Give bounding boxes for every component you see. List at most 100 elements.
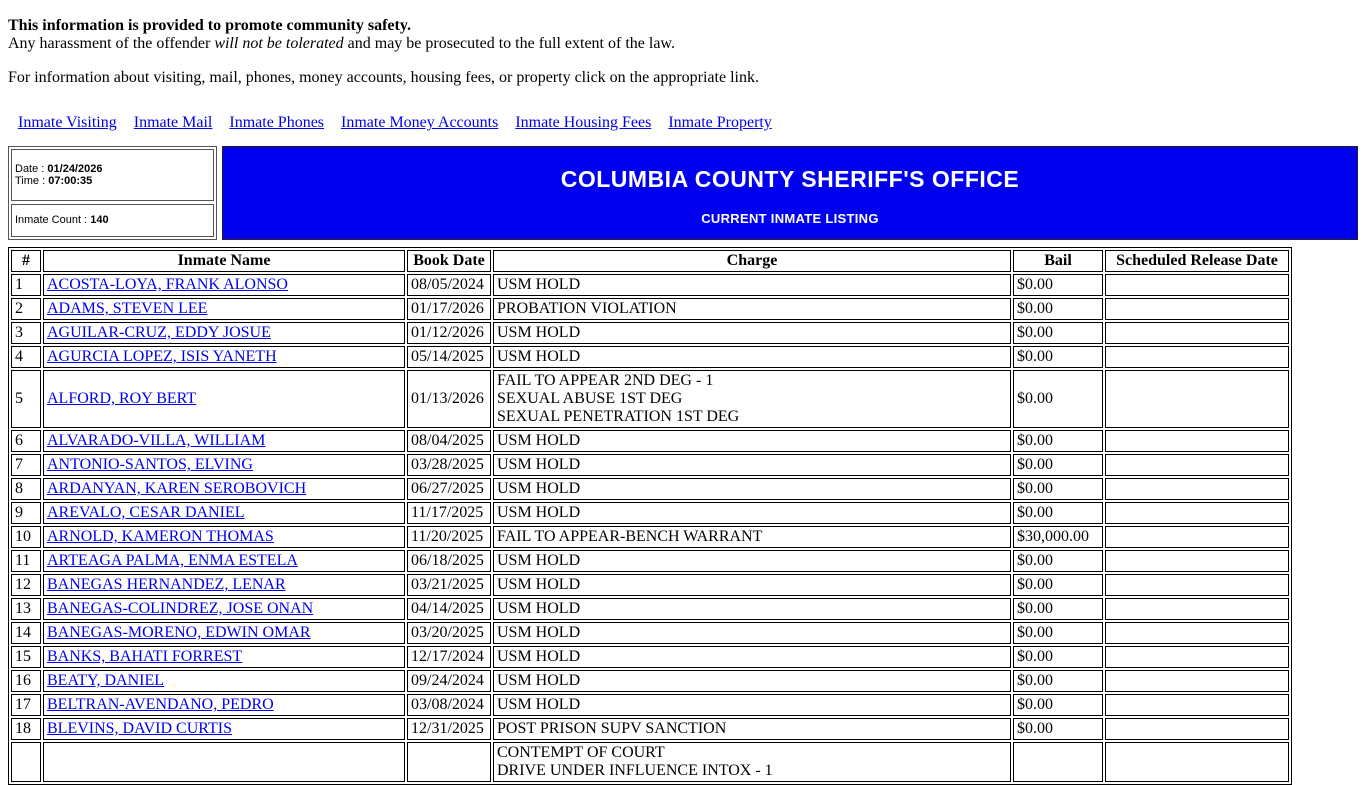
inmate-name-link[interactable]: ALVARADO-VILLA, WILLIAM bbox=[47, 432, 266, 449]
inmate-name-link[interactable]: ARDANYAN, KAREN SEROBOVICH bbox=[47, 480, 307, 497]
charge-cell: USM HOLD bbox=[493, 322, 1011, 344]
bail: $0.00 bbox=[1013, 598, 1103, 620]
charge-cell: USM HOLD bbox=[493, 430, 1011, 452]
inmate-name-cell bbox=[43, 742, 405, 782]
inmate-name-link[interactable]: BANEGAS HERNANDEZ, LENAR bbox=[47, 576, 286, 593]
inmate-name-cell: BELTRAN-AVENDANO, PEDRO bbox=[43, 694, 405, 716]
charge-line: USM HOLD bbox=[497, 456, 581, 473]
charge-cell: CONTEMPT OF COURT DRIVE UNDER INFLUENCE … bbox=[493, 742, 1011, 782]
info-instruction: For information about visiting, mail, ph… bbox=[8, 69, 759, 86]
listing-subtitle: CURRENT INMATE LISTING bbox=[701, 211, 879, 226]
charge-cell: USM HOLD bbox=[493, 670, 1011, 692]
inmate-name-cell: ARDANYAN, KAREN SEROBOVICH bbox=[43, 478, 405, 500]
inmate-name-link[interactable]: ARTEAGA PALMA, ENMA ESTELA bbox=[47, 552, 298, 569]
nav-link-inmate-housing-fees[interactable]: Inmate Housing Fees bbox=[515, 114, 652, 131]
inmate-name-cell: ALVARADO-VILLA, WILLIAM bbox=[43, 430, 405, 452]
bail: $0.00 bbox=[1013, 478, 1103, 500]
inmate-name-link[interactable]: ARNOLD, KAMERON THOMAS bbox=[47, 528, 274, 545]
nav-link-inmate-mail[interactable]: Inmate Mail bbox=[133, 114, 213, 131]
charge-line: FAIL TO APPEAR-BENCH WARRANT bbox=[497, 528, 763, 545]
book-date: 12/31/2025 bbox=[407, 718, 491, 740]
inmate-number: 16 bbox=[11, 670, 41, 692]
table-row: 11 ARTEAGA PALMA, ENMA ESTELA 06/18/2025… bbox=[11, 550, 1289, 572]
inmate-name-cell: ARTEAGA PALMA, ENMA ESTELA bbox=[43, 550, 405, 572]
nav-link-inmate-phones[interactable]: Inmate Phones bbox=[229, 114, 325, 131]
nav-link-inmate-visiting[interactable]: Inmate Visiting bbox=[18, 114, 117, 131]
inmate-number: 11 bbox=[11, 550, 41, 572]
book-date: 09/24/2024 bbox=[407, 670, 491, 692]
charge-cell: POST PRISON SUPV SANCTION bbox=[493, 718, 1011, 740]
charge-cell: USM HOLD bbox=[493, 346, 1011, 368]
bail: $0.00 bbox=[1013, 346, 1103, 368]
book-date: 01/17/2026 bbox=[407, 298, 491, 320]
table-row: 5 ALFORD, ROY BERT 01/13/2026 FAIL TO AP… bbox=[11, 370, 1289, 428]
table-row: 4 AGURCIA LOPEZ, ISIS YANETH 05/14/2025 … bbox=[11, 346, 1289, 368]
inmate-name-link[interactable]: AGURCIA LOPEZ, ISIS YANETH bbox=[47, 348, 277, 365]
inmate-count-line: Inmate Count : 140 bbox=[15, 214, 210, 226]
inmate-name-link[interactable]: AREVALO, CESAR DANIEL bbox=[47, 504, 245, 521]
charge-cell: USM HOLD bbox=[493, 274, 1011, 296]
release-date bbox=[1105, 430, 1289, 452]
release-date bbox=[1105, 274, 1289, 296]
charge-line: SEXUAL PENETRATION 1ST DEG bbox=[497, 408, 740, 425]
inmate-name-link[interactable]: AGUILAR-CRUZ, EDDY JOSUE bbox=[47, 324, 271, 341]
book-date: 06/18/2025 bbox=[407, 550, 491, 572]
inmate-name-link[interactable]: BANEGAS-MORENO, EDWIN OMAR bbox=[47, 624, 311, 641]
inmate-number: 15 bbox=[11, 646, 41, 668]
inmate-count-box: Inmate Count : 140 bbox=[11, 203, 214, 237]
charge-line: USM HOLD bbox=[497, 324, 581, 341]
inmate-name-link[interactable]: ACOSTA-LOYA, FRANK ALONSO bbox=[47, 276, 288, 293]
release-date bbox=[1105, 742, 1289, 782]
release-date bbox=[1105, 322, 1289, 344]
safety-notice: This information is provided to promote … bbox=[8, 17, 1358, 87]
charge-cell: PROBATION VIOLATION bbox=[493, 298, 1011, 320]
charge-line: USM HOLD bbox=[497, 648, 581, 665]
charge-line: USM HOLD bbox=[497, 672, 581, 689]
release-date bbox=[1105, 574, 1289, 596]
inmate-name-cell: AGUILAR-CRUZ, EDDY JOSUE bbox=[43, 322, 405, 344]
inmate-name-link[interactable]: BLEVINS, DAVID CURTIS bbox=[47, 720, 232, 737]
charge-line: USM HOLD bbox=[497, 504, 581, 521]
release-date bbox=[1105, 646, 1289, 668]
inmate-name-link[interactable]: ANTONIO-SANTOS, ELVING bbox=[47, 456, 253, 473]
inmate-number: 2 bbox=[11, 298, 41, 320]
inmate-number: 8 bbox=[11, 478, 41, 500]
bail: $0.00 bbox=[1013, 430, 1103, 452]
inmate-number: 18 bbox=[11, 718, 41, 740]
nav-link-inmate-property[interactable]: Inmate Property bbox=[668, 114, 772, 131]
book-date: 01/13/2026 bbox=[407, 370, 491, 428]
release-date bbox=[1105, 298, 1289, 320]
release-date bbox=[1105, 718, 1289, 740]
date-value: 01/24/2026 bbox=[47, 162, 103, 175]
book-date: 06/27/2025 bbox=[407, 478, 491, 500]
book-date: 03/20/2025 bbox=[407, 622, 491, 644]
office-title: COLUMBIA COUNTY SHERIFF'S OFFICE bbox=[560, 166, 1020, 192]
release-date bbox=[1105, 502, 1289, 524]
harassment-warning-emphasis: will not be tolerated bbox=[214, 35, 344, 52]
inmate-name-cell: ALFORD, ROY BERT bbox=[43, 370, 405, 428]
table-row: 14 BANEGAS-MORENO, EDWIN OMAR 03/20/2025… bbox=[11, 622, 1289, 644]
inmate-name-link[interactable]: ADAMS, STEVEN LEE bbox=[47, 300, 208, 317]
release-date bbox=[1105, 598, 1289, 620]
inmate-name-link[interactable]: BEATY, DANIEL bbox=[47, 672, 165, 689]
inmate-name-link[interactable]: BANEGAS-COLINDREZ, JOSE ONAN bbox=[47, 600, 314, 617]
harassment-warning: Any harassment of the offender will not … bbox=[8, 35, 1358, 53]
inmate-name-link[interactable]: BELTRAN-AVENDANO, PEDRO bbox=[47, 696, 274, 713]
table-row: 17 BELTRAN-AVENDANO, PEDRO 03/08/2024 US… bbox=[11, 694, 1289, 716]
book-date: 08/05/2024 bbox=[407, 274, 491, 296]
bail: $0.00 bbox=[1013, 550, 1103, 572]
bail: $30,000.00 bbox=[1013, 526, 1103, 548]
bail: $0.00 bbox=[1013, 298, 1103, 320]
inmate-count-value: 140 bbox=[90, 214, 109, 227]
inmate-number: 9 bbox=[11, 502, 41, 524]
inmate-name-cell: ANTONIO-SANTOS, ELVING bbox=[43, 454, 405, 476]
bail bbox=[1013, 742, 1103, 782]
table-row: 15 BANKS, BAHATI FORREST 12/17/2024 USM … bbox=[11, 646, 1289, 668]
charge-line: USM HOLD bbox=[497, 480, 581, 497]
inmate-name-link[interactable]: ALFORD, ROY BERT bbox=[47, 390, 197, 407]
inmate-name-link[interactable]: BANKS, BAHATI FORREST bbox=[47, 648, 243, 665]
charge-cell: USM HOLD bbox=[493, 502, 1011, 524]
nav-link-inmate-money-accounts[interactable]: Inmate Money Accounts bbox=[341, 114, 499, 131]
col-header-number: # bbox=[11, 250, 41, 272]
charge-line: SEXUAL ABUSE 1ST DEG bbox=[497, 390, 683, 407]
